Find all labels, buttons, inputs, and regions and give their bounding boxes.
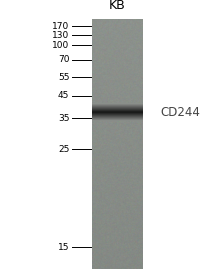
Text: 35: 35 — [58, 114, 69, 122]
Text: 70: 70 — [58, 55, 69, 64]
Text: 55: 55 — [58, 73, 69, 81]
Text: 25: 25 — [58, 145, 69, 153]
Text: KB: KB — [109, 0, 125, 12]
Text: CD244: CD244 — [160, 106, 200, 119]
Text: 170: 170 — [52, 22, 69, 31]
Text: 130: 130 — [52, 31, 69, 40]
Text: 45: 45 — [58, 91, 69, 100]
Text: 100: 100 — [52, 41, 69, 50]
Text: 15: 15 — [58, 243, 69, 252]
